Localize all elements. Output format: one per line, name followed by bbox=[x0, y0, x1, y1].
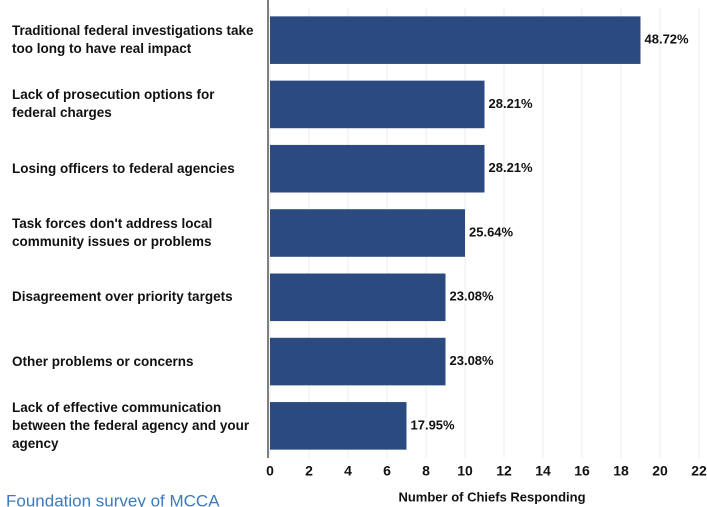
category-label: Task forces don't address local communit… bbox=[12, 215, 213, 249]
x-tick-label: 4 bbox=[344, 463, 352, 479]
category-label-box: Traditional federal investigations take … bbox=[12, 23, 254, 57]
x-tick-label: 22 bbox=[691, 463, 707, 479]
category-label: Losing officers to federal agencies bbox=[12, 160, 235, 176]
category-label: Disagreement over priority targets bbox=[12, 289, 233, 305]
category-label: Lack of effective communication between … bbox=[12, 399, 250, 451]
x-tick-label: 2 bbox=[305, 463, 313, 479]
value-label: 23.08% bbox=[450, 289, 495, 304]
x-tick-label: 6 bbox=[383, 463, 391, 479]
category-label: Lack of prosecution options for federal … bbox=[12, 87, 215, 121]
value-label: 28.21% bbox=[489, 96, 534, 111]
category-label: Traditional federal investigations take … bbox=[12, 23, 254, 57]
value-label: 28.21% bbox=[489, 160, 534, 175]
bar bbox=[270, 80, 485, 129]
value-label: 48.72% bbox=[645, 32, 690, 47]
x-axis-label: Number of Chiefs Responding bbox=[398, 489, 585, 504]
x-tick-label: 12 bbox=[496, 463, 512, 479]
value-label: 23.08% bbox=[450, 353, 495, 368]
category-label-box: Lack of effective communication between … bbox=[12, 399, 250, 451]
x-tick-label: 18 bbox=[613, 463, 629, 479]
bar bbox=[270, 16, 641, 64]
bar bbox=[270, 144, 485, 193]
value-label: 25.64% bbox=[469, 224, 514, 239]
bar bbox=[270, 273, 446, 322]
x-tick-label: 10 bbox=[457, 463, 473, 479]
category-label-box: Lack of prosecution options for federal … bbox=[12, 87, 215, 121]
category-label-box: Losing officers to federal agencies bbox=[12, 160, 235, 176]
value-label: 17.95% bbox=[411, 417, 456, 432]
bar bbox=[270, 337, 446, 386]
x-tick-label: 0 bbox=[266, 463, 274, 479]
source-note: Foundation survey of MCCA bbox=[6, 491, 220, 507]
category-label-box: Disagreement over priority targets bbox=[12, 289, 233, 305]
bar bbox=[270, 402, 407, 450]
category-label: Other problems or concerns bbox=[12, 353, 194, 369]
category-label-box: Task forces don't address local communit… bbox=[12, 215, 213, 249]
category-label-box: Other problems or concerns bbox=[12, 353, 194, 369]
x-tick-label: 8 bbox=[422, 463, 430, 479]
x-tick-label: 20 bbox=[652, 463, 668, 479]
x-tick-label: 16 bbox=[574, 463, 590, 479]
x-tick-label: 14 bbox=[535, 463, 551, 479]
bar bbox=[270, 209, 465, 257]
